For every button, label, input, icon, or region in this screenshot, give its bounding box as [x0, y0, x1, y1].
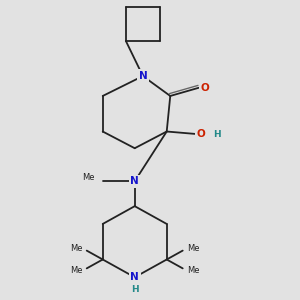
- Text: Me: Me: [187, 244, 200, 253]
- Text: N: N: [130, 176, 139, 186]
- Text: Me: Me: [82, 173, 95, 182]
- Text: Me: Me: [70, 244, 82, 253]
- Text: Me: Me: [70, 266, 82, 275]
- Text: H: H: [132, 285, 139, 294]
- Text: O: O: [197, 129, 206, 139]
- Text: Me: Me: [187, 266, 200, 275]
- Text: H: H: [213, 130, 220, 139]
- Text: N: N: [130, 272, 139, 282]
- Text: N: N: [139, 71, 147, 81]
- Text: O: O: [201, 83, 209, 93]
